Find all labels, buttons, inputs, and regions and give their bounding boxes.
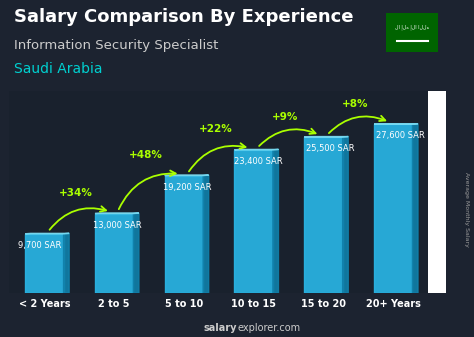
Text: salary: salary: [203, 323, 237, 333]
Text: Saudi Arabia: Saudi Arabia: [14, 62, 103, 76]
Bar: [95, 214, 133, 293]
Text: 19,200 SAR: 19,200 SAR: [163, 183, 211, 192]
Bar: [25, 234, 64, 293]
Polygon shape: [64, 233, 69, 293]
Polygon shape: [25, 233, 69, 234]
Text: Salary Comparison By Experience: Salary Comparison By Experience: [14, 8, 354, 26]
Bar: [235, 150, 273, 293]
Polygon shape: [343, 136, 348, 293]
Polygon shape: [165, 175, 209, 176]
Text: 23,400 SAR: 23,400 SAR: [234, 157, 283, 166]
Text: explorer.com: explorer.com: [237, 323, 300, 333]
Text: 27,600 SAR: 27,600 SAR: [376, 131, 425, 141]
Text: 9,700 SAR: 9,700 SAR: [18, 241, 61, 250]
Bar: [165, 176, 203, 293]
Polygon shape: [235, 149, 278, 150]
Text: 13,000 SAR: 13,000 SAR: [93, 221, 142, 230]
Polygon shape: [133, 213, 139, 293]
Text: +34%: +34%: [59, 188, 93, 198]
Bar: [374, 124, 412, 293]
Polygon shape: [412, 124, 418, 293]
Text: لا إله إلا الله: لا إله إلا الله: [395, 24, 429, 30]
Text: +48%: +48%: [128, 150, 163, 160]
Text: Average Monthly Salary: Average Monthly Salary: [465, 172, 469, 246]
Polygon shape: [95, 213, 139, 214]
Text: Information Security Specialist: Information Security Specialist: [14, 39, 219, 52]
Polygon shape: [203, 175, 209, 293]
Bar: [304, 137, 343, 293]
Text: +22%: +22%: [199, 124, 232, 134]
Text: +8%: +8%: [342, 99, 368, 109]
Polygon shape: [304, 136, 348, 137]
Polygon shape: [273, 149, 278, 293]
Text: 25,500 SAR: 25,500 SAR: [306, 144, 355, 153]
Text: +9%: +9%: [272, 112, 298, 122]
